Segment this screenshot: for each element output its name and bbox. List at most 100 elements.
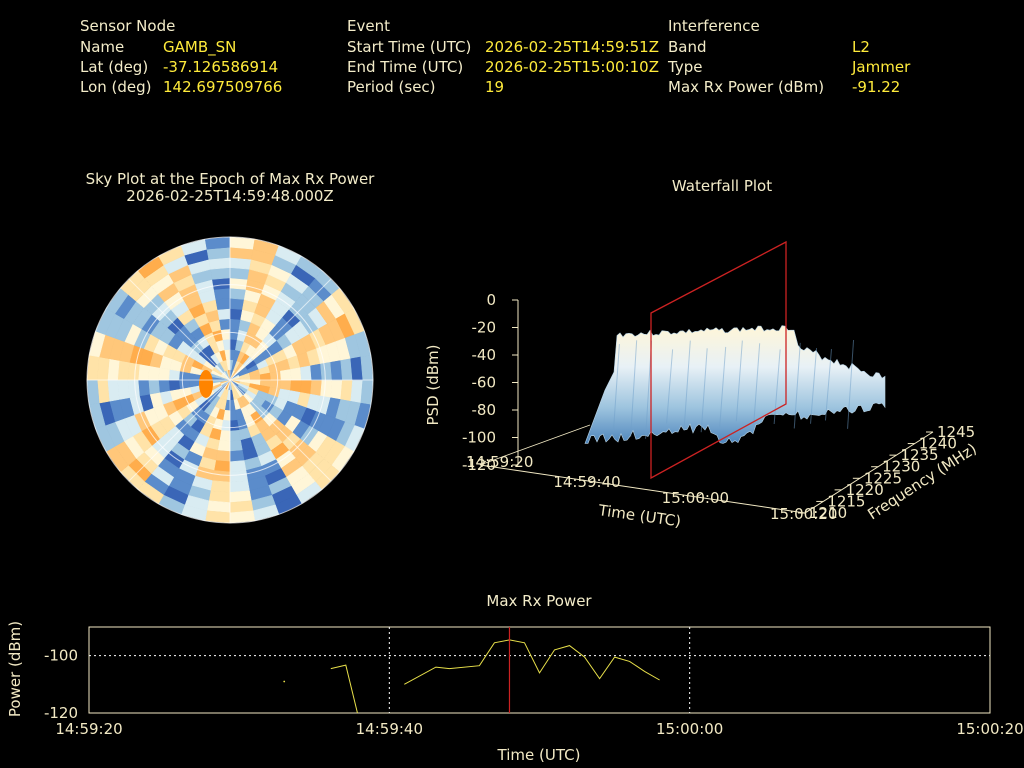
sky-cell [229,430,241,442]
sky-cell [117,379,130,400]
wf-freq-tick-label: 1245 [937,423,975,441]
wf-time-axis [479,464,806,514]
pw-x-tick-label: 14:59:40 [356,720,423,738]
wf-freq-tick-label: 1210 [809,504,847,522]
pw-x-label: Time (UTC) [497,746,581,764]
wf-time-tick [588,476,595,482]
sky-cell [229,308,243,320]
sky-cell [330,379,343,400]
wf-ridge [824,349,832,421]
wf-time-tick [479,460,487,466]
sky-cell [215,450,231,462]
sky-cell [219,318,231,330]
wf-time-tick [804,508,812,514]
wf-z-tick-label: -40 [472,346,497,364]
wf-time-tick-label: 15:00:00 [662,489,729,507]
waterfall-plot: 0 -20 -40 -60 -80 -100 -120 PSD (dBm) 14:59:20 14… [424,240,980,531]
pw-x-tick-label: 15:00:20 [956,720,1023,738]
sky-cell [320,362,333,381]
wf-z-tick-label: -60 [472,374,497,392]
wf-ridge [719,346,727,428]
sky-cell [330,360,343,381]
interference-band-value: L2 [852,38,870,56]
sky-cell [210,267,231,280]
event-heading: Event [347,17,390,35]
interference-type-label: Type [668,58,703,76]
wf-ridge [793,342,801,429]
pw-x-tick-label: 15:00:00 [656,720,723,738]
sky-cell [158,379,170,393]
wf-ridge [683,340,691,427]
sky-cell [213,460,231,473]
wf-freq-tick-label: 1240 [919,435,957,453]
skyplot-subtitle: 2026-02-25T14:59:48.000Z [126,187,334,205]
sky-cell [310,379,323,397]
sensor-name-value: GAMB_SN [163,38,237,56]
wf-back-axis [479,424,591,466]
sky-cell [215,298,231,310]
pw-point [283,680,286,683]
sky-cell [229,419,240,432]
wf-freq-tick-label: 1230 [882,458,920,476]
sky-cell [127,362,140,381]
wf-z-tick-label: -100 [462,429,496,447]
event-end-value: 2026-02-25T15:00:10Z [485,58,659,76]
interference-band-label: Band [668,38,707,56]
sky-cell [168,379,180,391]
power-chart-title: Max Rx Power [486,592,592,610]
sky-cell [229,287,247,300]
sensor-name-label: Name [80,38,125,56]
wf-z-tick-label: 0 [486,291,496,309]
sky-cell [217,308,231,320]
sky-cell [310,363,323,381]
sky-cell [220,328,231,341]
sensor-lon-label: Lon (deg) [80,78,152,96]
sensor-lon-value: 142.697509766 [163,78,283,96]
sky-cell [229,440,243,452]
sky-cell [290,367,302,381]
wf-freq-axis [804,431,934,514]
sky-spoke [128,278,332,482]
sky-cell [127,379,140,398]
sky-cell [269,370,282,381]
sky-cell [217,440,231,452]
wf-ridge [630,340,638,437]
wf-ridge [735,340,743,422]
wf-ridge [773,349,781,425]
interference-type-value: Jammer [852,58,911,76]
wf-ridge [700,348,708,433]
event-period-label: Period (sec) [347,78,436,96]
sensor-lat-label: Lat (deg) [80,58,149,76]
sky-cell [229,470,248,483]
sky-cell [137,363,150,381]
wf-z-tick-label: -80 [472,401,497,419]
sky-cell [320,379,333,398]
sky-cell [210,480,231,493]
wf-time-tick-label: 14:59:20 [466,453,533,471]
sky-cell [137,379,150,397]
sky-cell [117,360,130,381]
wf-ridge [612,344,620,432]
pw-y-tick-label: -120 [44,704,78,722]
event-end-label: End Time (UTC) [347,58,464,76]
wf-time-tick [696,492,703,498]
pw-series-line [404,639,660,685]
wf-ridge [847,339,855,429]
sky-cell [300,379,312,395]
wf-z-tick-label: -120 [462,456,496,474]
waterfall-title: Waterfall Plot [671,177,773,195]
sky-cell [229,450,245,462]
wf-ridge [810,348,818,424]
sky-cell [178,379,191,390]
wf-freq-tick-label: 1235 [900,446,938,464]
sky-cell [229,298,245,310]
sky-cell [229,480,250,493]
pw-frame [88,626,991,714]
pw-y-tick-label: -100 [44,647,78,665]
pw-x-tick-label: 14:59:20 [55,720,122,738]
sky-cell [212,277,231,290]
wf-time-tick-label: 14:59:40 [553,473,620,491]
wf-surface-area [584,325,886,444]
pw-series-line [330,664,358,713]
sensor-lat-value: -37.126586914 [163,58,279,76]
